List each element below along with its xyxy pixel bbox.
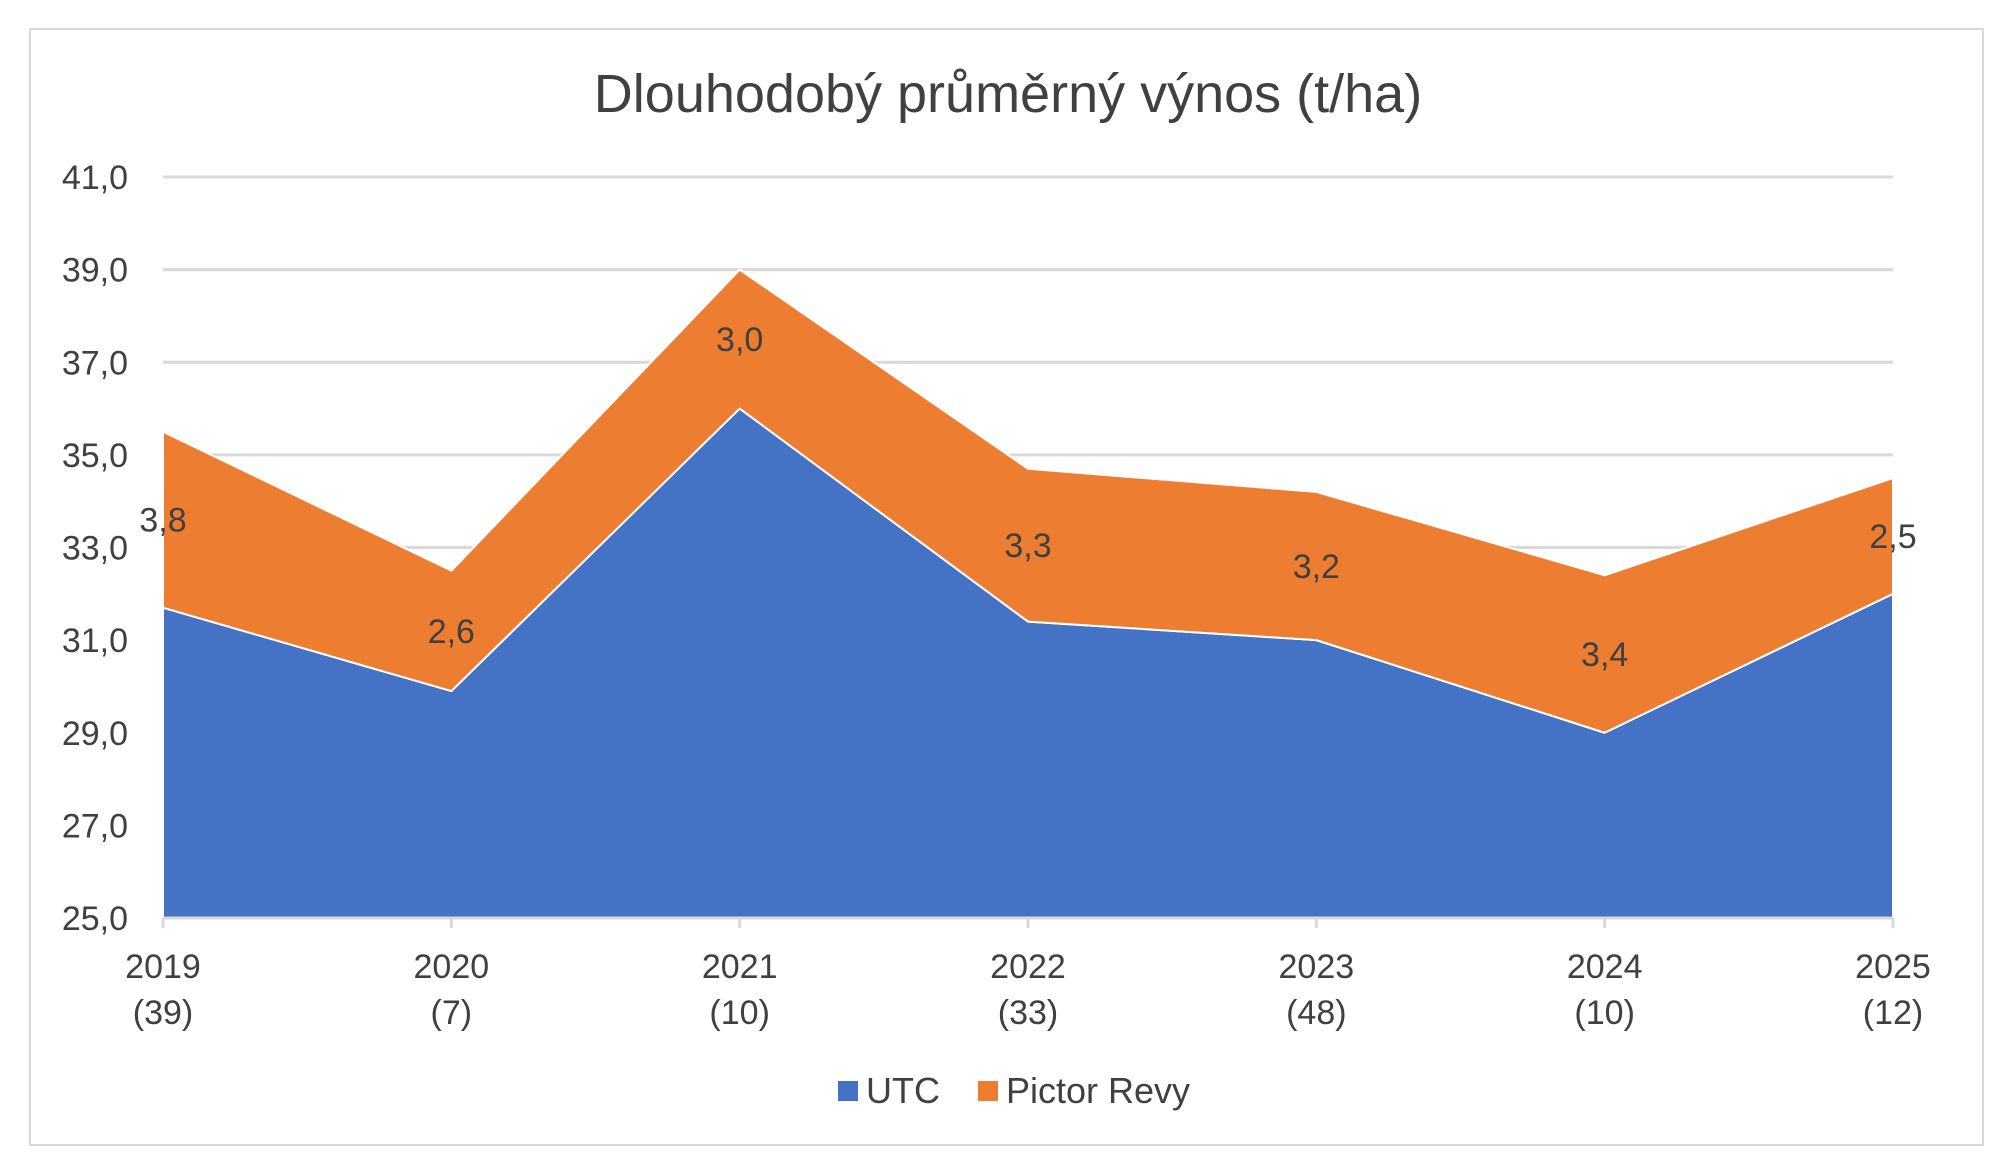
y-tick-label: 25,0 bbox=[62, 900, 128, 938]
x-tick-count: (10) bbox=[709, 994, 769, 1032]
y-tick-label: 41,0 bbox=[62, 159, 128, 197]
data-label: 3,4 bbox=[1581, 636, 1628, 674]
y-tick-label: 35,0 bbox=[62, 437, 128, 475]
data-label: 3,0 bbox=[716, 321, 763, 359]
x-tick-count: (39) bbox=[133, 994, 193, 1032]
data-label: 3,3 bbox=[1004, 527, 1051, 565]
x-tick-count: (7) bbox=[431, 994, 473, 1032]
x-tick-count: (12) bbox=[1863, 994, 1923, 1032]
x-tick-label: 2022 bbox=[990, 948, 1066, 986]
legend-label-utc: UTC bbox=[866, 1070, 940, 1111]
y-tick-label: 33,0 bbox=[62, 530, 128, 568]
y-tick-label: 37,0 bbox=[62, 344, 128, 382]
x-tick-count: (10) bbox=[1574, 994, 1634, 1032]
area-series bbox=[162, 268, 1894, 919]
legend: UTC Pictor Revy bbox=[838, 1070, 1190, 1111]
x-tick-label: 2021 bbox=[702, 948, 778, 986]
legend-swatch-pictor-revy bbox=[978, 1081, 998, 1101]
x-tick-label: 2019 bbox=[125, 948, 201, 986]
axes: 25,0 27,0 29,0 31,0 33,0 35,0 37,0 39,0 41,0 2019… bbox=[62, 159, 1931, 1032]
data-label: 3,8 bbox=[139, 502, 186, 540]
data-label: 3,2 bbox=[1293, 548, 1340, 586]
x-tick-label: 2024 bbox=[1567, 948, 1643, 986]
legend-label-pictor-revy: Pictor Revy bbox=[1006, 1070, 1190, 1111]
y-tick-label: 31,0 bbox=[62, 622, 128, 660]
x-tick-count: (33) bbox=[998, 994, 1058, 1032]
data-label: 2,5 bbox=[1869, 518, 1916, 556]
y-tick-label: 27,0 bbox=[62, 807, 128, 845]
chart-title: Dlouhodobý průměrný výnos (t/ha) bbox=[594, 64, 1422, 124]
x-tick-count: (48) bbox=[1286, 994, 1346, 1032]
x-tick-label: 2023 bbox=[1279, 948, 1355, 986]
y-tick-label: 39,0 bbox=[62, 252, 128, 290]
x-tick-label: 2025 bbox=[1855, 948, 1931, 986]
legend-swatch-utc bbox=[838, 1081, 858, 1101]
y-tick-label: 29,0 bbox=[62, 715, 128, 753]
data-label: 2,6 bbox=[428, 613, 475, 651]
data-labels: 3,8 2,6 3,0 3,3 3,2 3,4 2,5 bbox=[139, 321, 1916, 674]
area-pictor-revy bbox=[162, 268, 1894, 734]
x-tick-label: 2020 bbox=[414, 948, 490, 986]
